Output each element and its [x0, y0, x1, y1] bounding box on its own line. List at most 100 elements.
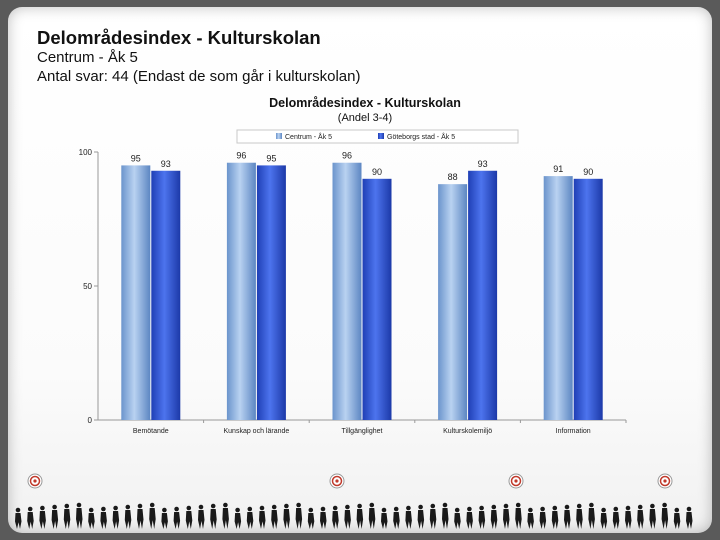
bar-value-label: 96	[342, 151, 352, 161]
person-body-icon	[332, 511, 339, 529]
bar-centrum	[226, 162, 256, 420]
person-body-icon	[673, 513, 681, 529]
person-body-icon	[576, 509, 583, 529]
person-head-icon	[381, 507, 387, 513]
person-body-icon	[185, 511, 193, 529]
bar-centrum	[543, 176, 573, 420]
person-head-icon	[113, 505, 118, 511]
person-body-icon	[686, 512, 693, 529]
y-tick-label: 50	[83, 282, 92, 291]
slide-subtitle-responses: Antal svar: 44 (Endast de som går i kult…	[37, 68, 361, 85]
person-head-icon	[515, 502, 521, 508]
person-body-icon	[527, 513, 534, 529]
person-body-icon	[539, 512, 547, 529]
y-tick-label: 100	[79, 148, 93, 157]
person-body-icon	[307, 513, 315, 529]
target-ring-icon	[659, 475, 671, 487]
person-head-icon	[125, 504, 131, 510]
person-body-icon	[454, 513, 461, 529]
chart-title: Delområdesindex - Kulturskolan	[269, 96, 461, 110]
person-body-icon	[149, 508, 156, 529]
person-head-icon	[271, 504, 277, 510]
bar-value-label: 88	[448, 172, 458, 182]
person-body-icon	[625, 511, 632, 529]
person-head-icon	[259, 505, 265, 511]
chart-subtitle: (Andel 3-4)	[338, 112, 392, 124]
person-head-icon	[88, 507, 94, 513]
bar-value-label: 96	[236, 151, 246, 161]
x-tick-label: Kulturskolemiljö	[443, 428, 492, 435]
x-tick-label: Kunskap och lärande	[224, 428, 290, 435]
person-head-icon	[308, 507, 314, 513]
people-silhouette-strip	[15, 473, 693, 529]
slide-title: Delområdesindex - Kulturskolan	[37, 27, 321, 48]
person-body-icon	[246, 512, 254, 529]
person-head-icon	[332, 505, 338, 511]
person-body-icon	[63, 509, 71, 529]
person-body-icon	[551, 511, 559, 529]
legend-label-2: Göteborgs stad - Åk 5	[387, 132, 455, 141]
legend-label-1: Centrum - Åk 5	[285, 132, 332, 141]
person-body-icon	[612, 512, 620, 529]
person-head-icon	[357, 503, 362, 509]
bar-centrum	[121, 165, 151, 420]
person-body-icon	[320, 512, 327, 529]
person-head-icon	[467, 506, 472, 512]
person-head-icon	[491, 504, 497, 510]
target-center-icon	[663, 479, 667, 483]
person-body-icon	[478, 511, 486, 529]
person-head-icon	[503, 503, 509, 509]
person-head-icon	[101, 506, 106, 512]
bar-goteborg	[256, 165, 286, 420]
person-head-icon	[552, 505, 558, 511]
person-head-icon	[247, 506, 253, 512]
person-body-icon	[405, 511, 412, 529]
person-head-icon	[662, 502, 667, 508]
bar-goteborg	[362, 178, 392, 420]
person-head-icon	[540, 506, 545, 512]
person-body-icon	[356, 509, 364, 529]
bar-goteborg	[151, 170, 181, 420]
person-body-icon	[161, 513, 168, 529]
person-body-icon	[429, 509, 437, 529]
person-head-icon	[650, 503, 655, 509]
person-body-icon	[234, 513, 242, 529]
person-head-icon	[576, 503, 582, 509]
person-body-icon	[210, 509, 217, 529]
person-body-icon	[100, 512, 107, 529]
person-body-icon	[222, 508, 229, 529]
person-head-icon	[686, 506, 692, 512]
person-head-icon	[393, 506, 399, 512]
person-body-icon	[637, 510, 644, 529]
person-body-icon	[661, 508, 669, 529]
person-head-icon	[589, 502, 594, 508]
person-head-icon	[674, 507, 680, 513]
person-body-icon	[515, 508, 522, 529]
person-head-icon	[162, 507, 167, 513]
person-head-icon	[442, 502, 448, 508]
bar-goteborg	[573, 178, 603, 420]
target-ring-icon	[510, 475, 522, 487]
person-body-icon	[51, 510, 59, 529]
person-body-icon	[393, 512, 400, 529]
person-head-icon	[601, 507, 606, 513]
person-head-icon	[284, 503, 289, 509]
person-head-icon	[296, 502, 301, 508]
person-body-icon	[27, 512, 34, 529]
person-head-icon	[564, 504, 570, 510]
person-head-icon	[15, 507, 21, 513]
bar-centrum	[332, 162, 362, 420]
person-head-icon	[418, 504, 423, 510]
person-body-icon	[381, 513, 388, 529]
person-head-icon	[137, 503, 143, 509]
person-body-icon	[112, 511, 120, 529]
person-body-icon	[344, 510, 351, 529]
bar-value-label: 90	[372, 167, 382, 177]
person-body-icon	[198, 510, 205, 529]
person-head-icon	[186, 505, 192, 511]
person-head-icon	[174, 506, 179, 512]
person-head-icon	[198, 504, 204, 510]
y-tick-label: 0	[88, 416, 93, 425]
slide: Delområdesindex - Kulturskolan Centrum -…	[8, 7, 712, 533]
x-tick-label: Bemötande	[133, 428, 169, 435]
